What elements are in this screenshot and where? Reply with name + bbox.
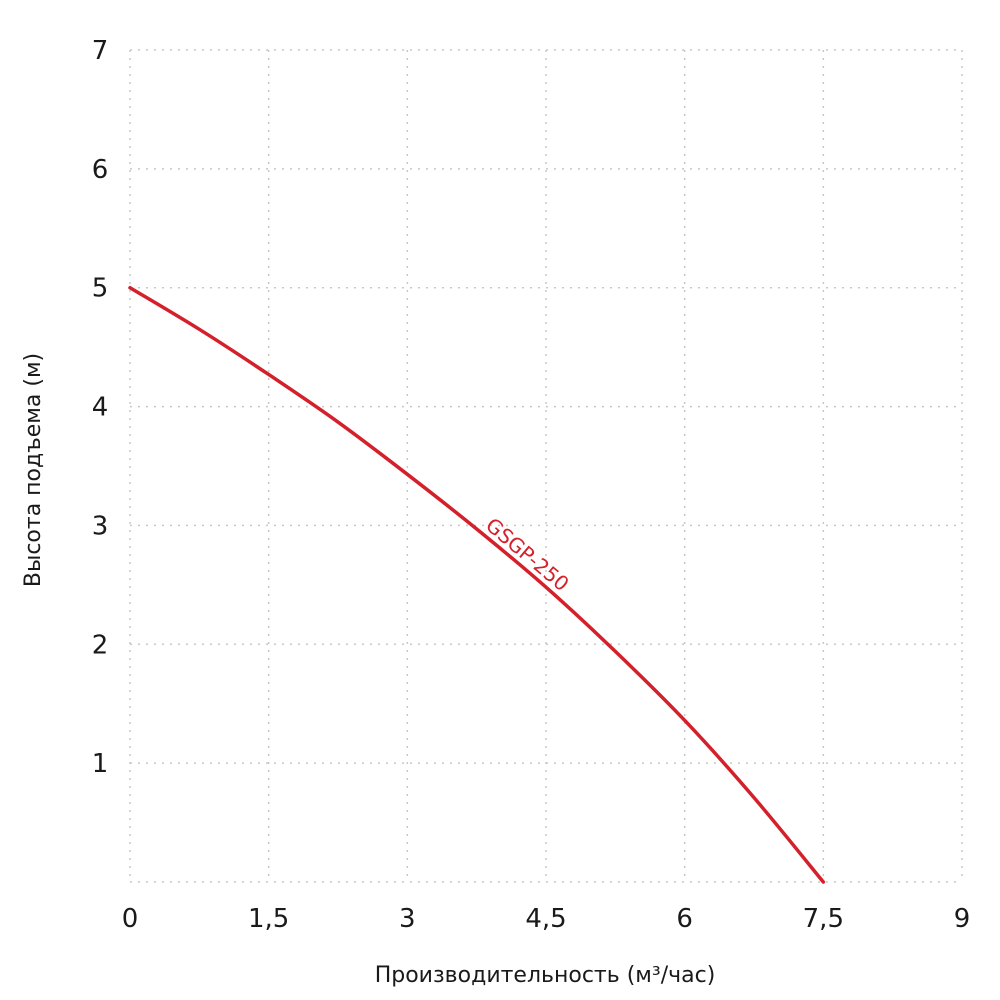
- x-tick-label: 0: [122, 904, 139, 934]
- x-tick-labels: 0 1,5 3 4,5 6 7,5 9: [122, 904, 971, 934]
- y-tick-label: 2: [92, 630, 109, 660]
- y-tick-labels: 1 2 3 4 5 6 7: [92, 36, 109, 779]
- x-tick-label: 9: [954, 904, 971, 934]
- y-axis-title: Высота подъема (м): [21, 353, 46, 587]
- x-axis-title: Производительность (м³/час): [375, 963, 716, 988]
- y-tick-label: 4: [92, 393, 109, 423]
- series-label-gsgp-250: GSGP-250: [481, 513, 574, 596]
- y-tick-label: 7: [92, 36, 109, 66]
- y-tick-label: 6: [92, 155, 109, 185]
- grid: [129, 49, 963, 883]
- y-tick-label: 5: [92, 274, 109, 304]
- y-tick-label: 1: [92, 749, 109, 779]
- series-line-gsgp-250: [128, 285, 826, 884]
- x-tick-label: 6: [676, 904, 693, 934]
- series-group: GSGP-250: [128, 285, 826, 884]
- x-tick-label: 1,5: [248, 904, 289, 934]
- x-tick-label: 3: [399, 904, 416, 934]
- y-tick-label: 3: [92, 511, 109, 541]
- x-tick-label: 4,5: [525, 904, 566, 934]
- x-tick-label: 7,5: [803, 904, 844, 934]
